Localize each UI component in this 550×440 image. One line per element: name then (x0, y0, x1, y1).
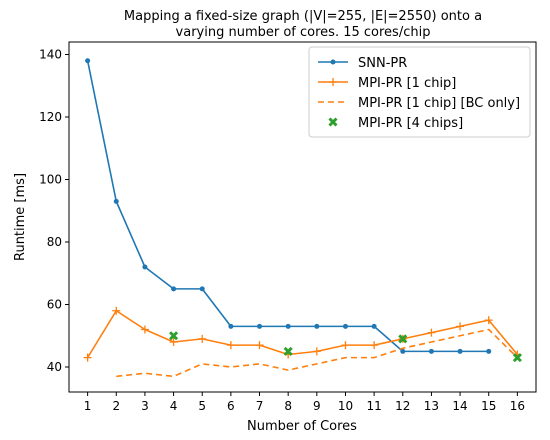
data-point-0-14 (486, 348, 492, 354)
data-point-0-3 (171, 286, 177, 292)
x-tick-label-5: 5 (198, 399, 206, 413)
chart-title-line-1: Mapping a fixed-size graph (|V|=255, |E|… (124, 9, 482, 24)
series-layer (83, 58, 522, 378)
data-point-0-6 (257, 323, 263, 329)
data-point-1-9 (341, 341, 350, 350)
series-2 (116, 328, 518, 378)
data-point-1-10 (370, 341, 379, 350)
data-point-3-2 (398, 334, 408, 344)
data-point-0-4 (199, 286, 205, 292)
data-point-1-4 (198, 334, 207, 343)
data-point-0-5 (228, 323, 234, 329)
x-tick-label-13: 13 (424, 399, 439, 413)
data-point-0-0 (85, 58, 91, 64)
x-tick-label-11: 11 (366, 399, 381, 413)
legend-marker-0 (330, 59, 336, 65)
series-0 (85, 58, 492, 354)
series-line-1 (86, 309, 518, 359)
data-point-1-12 (427, 328, 436, 337)
x-tick-label-10: 10 (338, 399, 353, 413)
x-axis-label: Number of Cores (247, 419, 357, 434)
data-point-1-8 (312, 347, 321, 356)
series-3 (169, 331, 522, 363)
y-axis-ticks: 40 60 80 100 120 140 (39, 48, 69, 374)
x-tick-label-16: 16 (510, 399, 525, 413)
data-point-1-0 (83, 353, 92, 362)
data-point-0-8 (314, 323, 320, 329)
data-point-0-13 (457, 348, 463, 354)
x-tick-label-7: 7 (256, 399, 264, 413)
y-axis-label: Runtime [ms] (13, 173, 28, 261)
x-tick-label-1: 1 (84, 399, 92, 413)
data-point-1-6 (255, 341, 264, 350)
data-point-1-5 (226, 341, 235, 350)
series-1 (83, 306, 522, 362)
x-tick-label-9: 9 (313, 399, 321, 413)
x-tick-label-3: 3 (141, 399, 149, 413)
data-point-3-3 (512, 353, 522, 363)
x-tick-label-8: 8 (284, 399, 292, 413)
legend-label-3: MPI-PR [4 chips] (358, 116, 463, 131)
data-point-0-9 (342, 323, 348, 329)
data-point-1-3 (169, 338, 178, 346)
data-point-1-14 (484, 316, 493, 325)
data-point-0-10 (371, 323, 377, 329)
data-point-0-1 (113, 198, 119, 204)
y-tick-label-80: 80 (47, 235, 62, 249)
y-tick-label-140: 140 (39, 48, 62, 62)
y-tick-label-120: 120 (39, 110, 62, 124)
x-tick-label-15: 15 (481, 399, 496, 413)
data-point-3-0 (169, 331, 179, 341)
data-point-0-11 (400, 348, 406, 354)
y-tick-label-100: 100 (39, 173, 62, 187)
plot-area-frame (68, 41, 537, 393)
data-point-1-13 (456, 322, 465, 331)
legend: SNN-PR MPI-PR [1 chip] MPI-PR [1 chip] [BC… (308, 46, 531, 138)
series-line-2 (116, 328, 518, 378)
legend-marker-3 (328, 117, 338, 127)
data-point-0-12 (428, 348, 434, 354)
x-tick-label-14: 14 (452, 399, 467, 413)
chart-title-line-2: varying number of cores. 15 cores/chip (176, 25, 431, 40)
data-point-0-7 (285, 323, 291, 329)
x-tick-label-2: 2 (112, 399, 120, 413)
y-tick-label-40: 40 (47, 360, 62, 374)
data-point-1-1 (112, 306, 121, 315)
y-tick-label-60: 60 (47, 298, 62, 312)
x-axis-ticks: 1 2 3 4 5 6 7 8 9 10 11 12 13 14 15 16 (84, 392, 525, 413)
data-point-1-2 (140, 325, 149, 334)
data-point-3-1 (283, 346, 293, 356)
x-tick-label-12: 12 (395, 399, 410, 413)
data-point-0-2 (142, 264, 148, 270)
x-tick-label-6: 6 (227, 399, 235, 413)
legend-marker-1 (329, 78, 337, 86)
legend-label-1: MPI-PR [1 chip] (358, 76, 456, 91)
x-tick-label-4: 4 (170, 399, 178, 413)
legend-label-2: MPI-PR [1 chip] [BC only] (358, 96, 520, 111)
legend-frame (308, 46, 531, 138)
legend-label-0: SNN-PR (358, 56, 407, 71)
